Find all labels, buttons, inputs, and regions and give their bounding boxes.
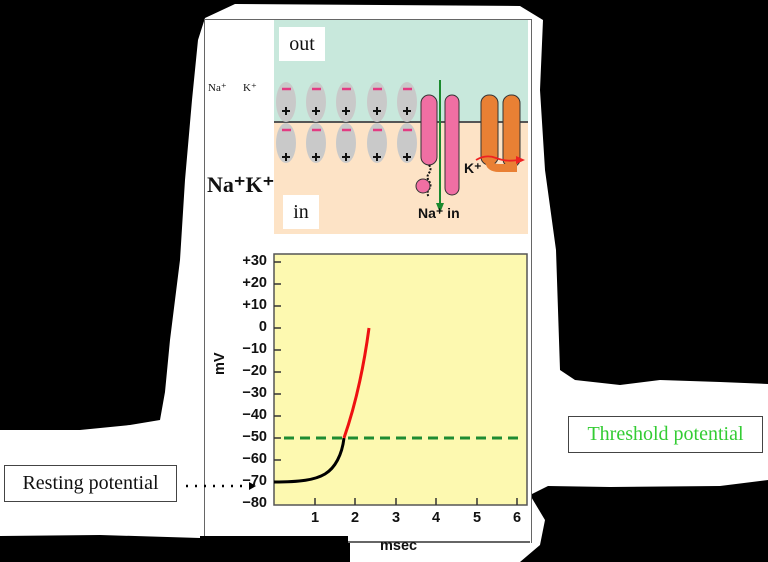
x-axis-label: msec xyxy=(380,538,418,554)
na-influx-arrow-icon xyxy=(436,80,444,213)
subthreshold-curve xyxy=(273,437,346,484)
y-axis-label: mV xyxy=(212,352,228,375)
y-tick-label: −20 xyxy=(242,363,267,379)
x-tick-label: 3 xyxy=(391,510,401,526)
y-tick-label: −50 xyxy=(242,429,267,445)
rising-phase-curve xyxy=(342,327,371,439)
k-channel-label: K⁺ xyxy=(464,160,482,176)
plus-signs xyxy=(282,107,411,161)
charge-pairs-inner xyxy=(276,123,417,163)
na-in-label: Na⁺ in xyxy=(418,205,460,221)
charge-pairs-outer xyxy=(276,82,417,122)
resting-potential-callout: Resting potential xyxy=(4,465,177,502)
minus-signs xyxy=(282,87,412,132)
y-axis-ticks xyxy=(274,261,281,483)
y-tick-label: +20 xyxy=(242,275,267,291)
threshold-potential-callout: Threshold potential xyxy=(568,416,763,453)
k-efflux-arrow-icon xyxy=(475,155,525,164)
na-k-ion-label-large: Na⁺K⁺ xyxy=(207,172,275,197)
na-ion-label-small: Na⁺ xyxy=(208,82,227,94)
y-tick-label: −30 xyxy=(242,385,267,401)
y-tick-label: −70 xyxy=(242,473,267,489)
occluder xyxy=(200,536,348,562)
y-tick-label: −80 xyxy=(242,495,267,511)
y-tick-label: −60 xyxy=(242,451,267,467)
na-channel-icon xyxy=(415,94,460,198)
x-tick-label: 2 xyxy=(350,510,360,526)
y-tick-label: +10 xyxy=(242,297,267,313)
y-tick-label: −10 xyxy=(242,341,267,357)
k-channel-icon xyxy=(480,94,521,172)
x-tick-label: 4 xyxy=(431,510,441,526)
x-tick-label: 6 xyxy=(512,510,522,526)
x-tick-label: 5 xyxy=(472,510,482,526)
x-axis-ticks xyxy=(314,498,518,505)
resting-pointer xyxy=(186,482,256,490)
y-tick-label: 0 xyxy=(258,319,267,335)
outside-label: out xyxy=(279,27,325,61)
inside-label: in xyxy=(283,195,319,229)
panel-bottom-border xyxy=(348,541,530,543)
k-ion-label-small: K⁺ xyxy=(243,82,257,94)
y-tick-label: +30 xyxy=(242,253,267,269)
y-tick-label: −40 xyxy=(242,407,267,423)
x-tick-label: 1 xyxy=(310,510,320,526)
